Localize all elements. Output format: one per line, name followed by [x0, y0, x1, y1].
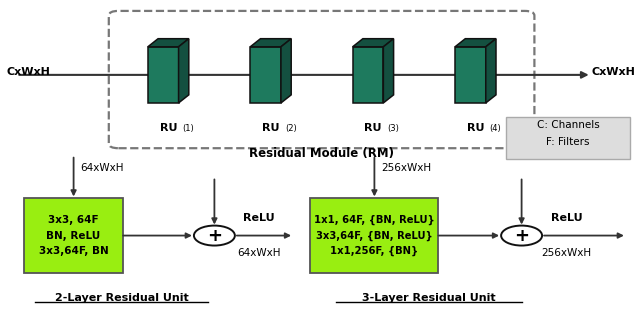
Polygon shape	[455, 47, 486, 103]
FancyBboxPatch shape	[506, 117, 630, 159]
Text: 64xWxH: 64xWxH	[237, 248, 281, 258]
Bar	[310, 198, 438, 273]
Text: 256xWxH: 256xWxH	[541, 248, 591, 258]
Text: 64xWxH: 64xWxH	[80, 163, 124, 173]
Text: (1): (1)	[182, 124, 194, 133]
Polygon shape	[281, 39, 291, 103]
Bar	[24, 198, 123, 273]
Text: RU: RU	[159, 123, 177, 133]
Text: 256xWxH: 256xWxH	[381, 163, 431, 173]
Polygon shape	[353, 39, 394, 47]
Polygon shape	[250, 47, 281, 103]
Text: +: +	[514, 227, 529, 245]
Text: 2-Layer Residual Unit: 2-Layer Residual Unit	[55, 293, 188, 303]
Polygon shape	[148, 47, 179, 103]
Polygon shape	[148, 39, 189, 47]
Text: RU: RU	[364, 123, 382, 133]
Text: (3): (3)	[387, 124, 399, 133]
Text: RU: RU	[467, 123, 484, 133]
Text: ReLU: ReLU	[243, 213, 275, 223]
Text: (2): (2)	[285, 124, 296, 133]
Polygon shape	[486, 39, 496, 103]
Circle shape	[501, 226, 542, 246]
Text: 3x3, 64F
BN, ReLU
3x3,64F, BN: 3x3, 64F BN, ReLU 3x3,64F, BN	[39, 215, 108, 256]
Text: CxWxH: CxWxH	[6, 67, 51, 77]
Text: CxWxH: CxWxH	[592, 67, 636, 77]
Text: 1x1, 64F, {BN, ReLU}
3x3,64F, {BN, ReLU}
1x1,256F, {BN}: 1x1, 64F, {BN, ReLU} 3x3,64F, {BN, ReLU}…	[314, 215, 435, 256]
Text: ReLU: ReLU	[550, 213, 582, 223]
Polygon shape	[455, 39, 496, 47]
Text: Residual Module (RM): Residual Module (RM)	[249, 147, 394, 160]
Polygon shape	[353, 47, 383, 103]
Polygon shape	[383, 39, 394, 103]
Polygon shape	[250, 39, 291, 47]
Text: 3-Layer Residual Unit: 3-Layer Residual Unit	[362, 293, 495, 303]
Text: (4): (4)	[490, 124, 501, 133]
Text: C: Channels
F: Filters: C: Channels F: Filters	[536, 120, 600, 147]
Circle shape	[194, 226, 235, 246]
Text: RU: RU	[262, 123, 280, 133]
Text: +: +	[207, 227, 222, 245]
Polygon shape	[179, 39, 189, 103]
